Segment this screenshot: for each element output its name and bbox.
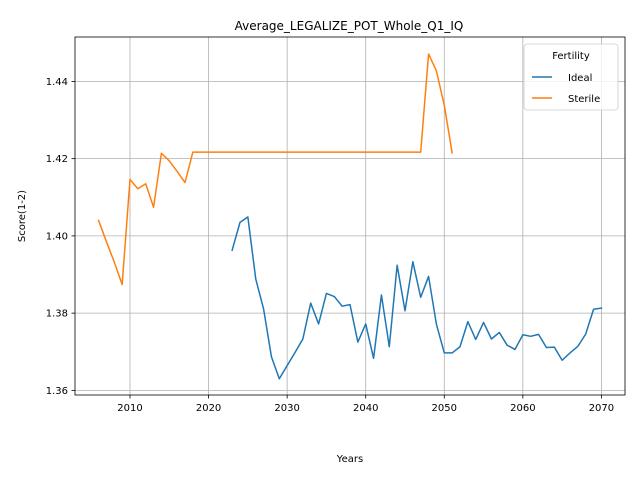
x-tick-label: 2050 xyxy=(432,403,457,414)
x-tick-label: 2020 xyxy=(196,403,221,414)
y-tick-label: 1.44 xyxy=(46,77,68,88)
chart-title: Average_LEGALIZE_POT_Whole_Q1_IQ xyxy=(235,19,464,33)
grid-lines xyxy=(75,37,625,395)
y-tick-label: 1.40 xyxy=(46,231,68,242)
x-tick-label: 2060 xyxy=(510,403,535,414)
y-tick-label: 1.36 xyxy=(46,386,68,397)
y-tick-label: 1.42 xyxy=(46,154,68,165)
series-layer xyxy=(97,53,603,380)
legend-box xyxy=(523,43,619,111)
legend: Fertility Ideal Sterile xyxy=(523,43,619,111)
series-line-sterile xyxy=(97,53,454,286)
series-line-ideal xyxy=(231,216,603,380)
y-tick-label: 1.38 xyxy=(46,309,68,320)
x-axis-label: Years xyxy=(336,454,363,465)
x-axis-ticks: 2010 2020 2030 2040 2050 2060 2070 xyxy=(117,395,614,414)
y-axis-ticks: 1.36 1.38 1.40 1.42 1.44 xyxy=(46,77,75,397)
legend-label-sterile: Sterile xyxy=(568,94,600,105)
x-tick-label: 2010 xyxy=(117,403,142,414)
legend-title: Fertility xyxy=(552,51,590,62)
x-tick-label: 2030 xyxy=(274,403,299,414)
plot-frame xyxy=(74,36,626,396)
x-tick-label: 2040 xyxy=(353,403,378,414)
y-axis-label: Score(1-2) xyxy=(17,190,28,242)
legend-label-ideal: Ideal xyxy=(568,73,592,84)
x-tick-label: 2070 xyxy=(589,403,614,414)
